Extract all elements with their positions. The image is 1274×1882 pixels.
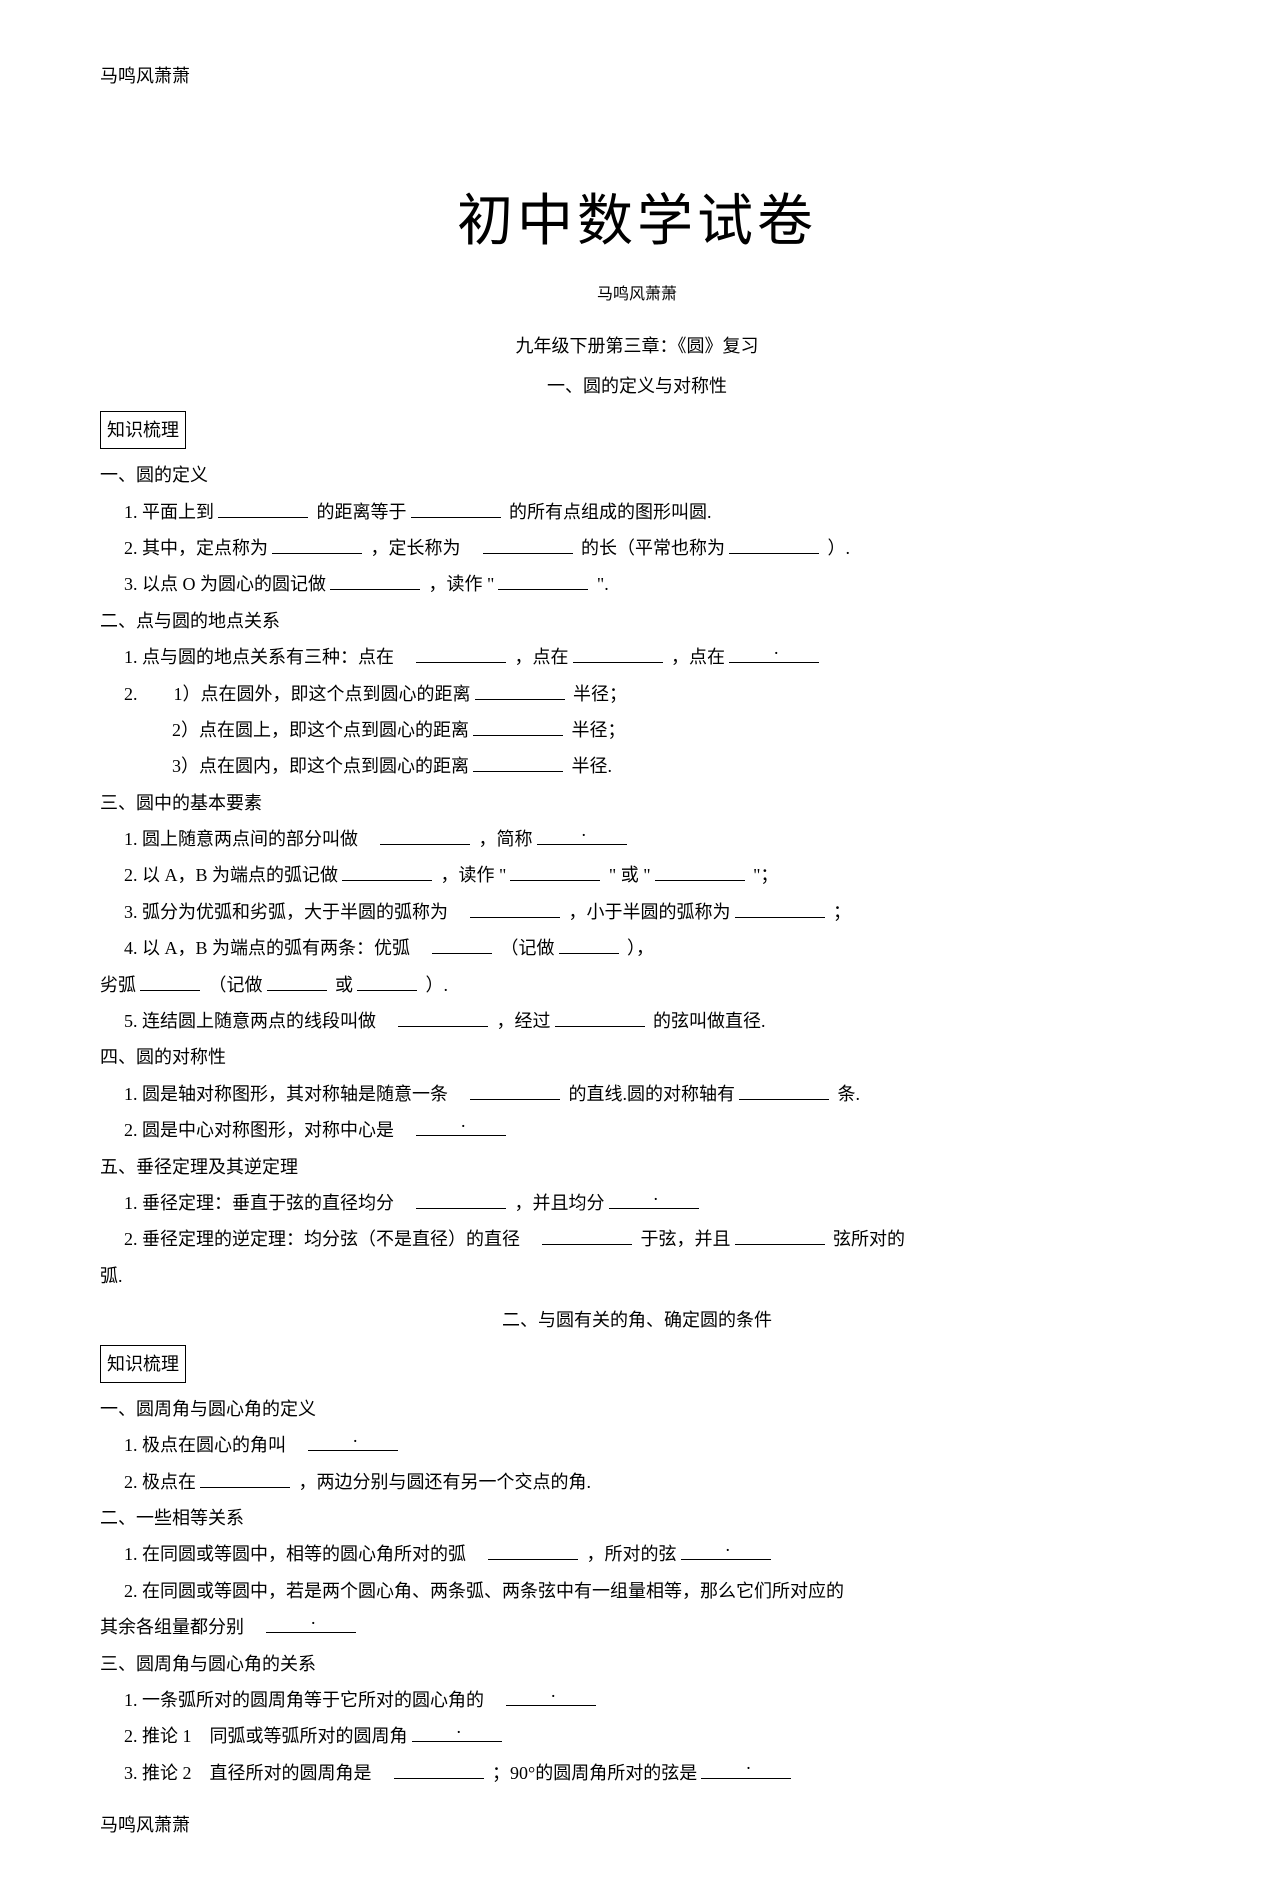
p2s3-title: 三、圆周角与圆心角的关系	[100, 1648, 1174, 1680]
p2s3-item3: 3. 推论 2 直径所对的圆周角是 ；90°的圆周角所对的弦是	[100, 1757, 1174, 1789]
p2s1-title: 一、圆周角与圆心角的定义	[100, 1393, 1174, 1425]
s1-item1: 1. 平面上到 的距离等于 的所有点组成的图形叫圆.	[100, 496, 1174, 528]
section1-label: 一、圆的定义与对称性	[100, 370, 1174, 402]
p2s1-item1: 1. 极点在圆心的角叫	[100, 1429, 1174, 1461]
s2-title: 二、点与圆的地点关系	[100, 605, 1174, 637]
s3-title: 三、圆中的基本要素	[100, 787, 1174, 819]
boxed-label-1: 知识梳理	[100, 411, 186, 449]
section2-label: 二、与圆有关的角、确定圆的条件	[100, 1304, 1174, 1336]
s4-item2: 2. 圆是中心对称图形，对称中心是	[100, 1114, 1174, 1146]
s2-item3: 2）点在圆上，即这个点到圆心的距离 半径；	[100, 714, 1174, 746]
s4-item1: 1. 圆是轴对称图形，其对称轴是随意一条 的直线.圆的对称轴有 条.	[100, 1078, 1174, 1110]
p2s1-item2: 2. 极点在 ，两边分别与圆还有另一个交点的角.	[100, 1466, 1174, 1498]
sub-author: 马鸣风萧萧	[100, 281, 1174, 310]
s5-item1: 1. 垂径定理：垂直于弦的直径均分 ，并且均分	[100, 1187, 1174, 1219]
s3-item5: 劣弧 （记做 或 ）.	[100, 969, 1174, 1001]
p2s3-item2: 2. 推论 1 同弧或等弧所对的圆周角	[100, 1720, 1174, 1752]
s1-title: 一、圆的定义	[100, 459, 1174, 491]
s3-item3: 3. 弧分为优弧和劣弧，大于半圆的弧称为 ，小于半圆的弧称为 ；	[100, 896, 1174, 928]
s2-item4: 3）点在圆内，即这个点到圆心的距离 半径.	[100, 750, 1174, 782]
chapter-title: 九年级下册第三章：《圆》复习	[100, 330, 1174, 362]
s1-item3: 3. 以点 O 为圆心的圆记做 ，读作 " ".	[100, 568, 1174, 600]
s2-item1: 1. 点与圆的地点关系有三种：点在 ，点在 ，点在	[100, 641, 1174, 673]
footer-author: 马鸣风萧萧	[100, 1809, 1174, 1841]
p2s2-item1: 1. 在同圆或等圆中，相等的圆心角所对的弧 ，所对的弦	[100, 1538, 1174, 1570]
s2-item2: 2. 1）点在圆外，即这个点到圆心的距离 半径；	[100, 678, 1174, 710]
boxed-label-2: 知识梳理	[100, 1345, 186, 1383]
s3-item6: 5. 连结圆上随意两点的线段叫做 ，经过 的弦叫做直径.	[100, 1005, 1174, 1037]
s3-item1: 1. 圆上随意两点间的部分叫做 ，简称	[100, 823, 1174, 855]
s1-item2: 2. 其中，定点称为 ，定长称为 的长（平常也称为 ）.	[100, 532, 1174, 564]
s5-item2: 2. 垂径定理的逆定理：均分弦（不是直径）的直径 于弦，并且 弦所对的	[100, 1223, 1174, 1255]
p2s3-item1: 1. 一条弧所对的圆周角等于它所对的圆心角的	[100, 1684, 1174, 1716]
s5-title: 五、垂径定理及其逆定理	[100, 1151, 1174, 1183]
p2s2-item2: 2. 在同圆或等圆中，若是两个圆心角、两条弧、两条弦中有一组量相等，那么它们所对…	[100, 1575, 1174, 1607]
header-author: 马鸣风萧萧	[100, 60, 1174, 92]
s3-item4: 4. 以 A，B 为端点的弧有两条：优弧 （记做 ），	[100, 932, 1174, 964]
s3-item2: 2. 以 A，B 为端点的弧记做 ，读作 " " 或 " "；	[100, 859, 1174, 891]
p2s2-item3: 其余各组量都分别	[100, 1611, 1174, 1643]
s4-title: 四、圆的对称性	[100, 1041, 1174, 1073]
s5-item3: 弧.	[100, 1260, 1174, 1292]
main-title: 初中数学试卷	[100, 172, 1174, 273]
p2s2-title: 二、一些相等关系	[100, 1502, 1174, 1534]
